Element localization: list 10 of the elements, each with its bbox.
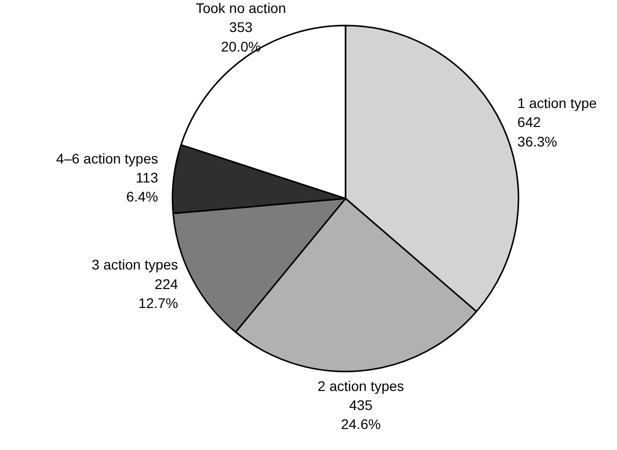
- slice-label: 2 action types: [318, 378, 404, 394]
- slice-label: 3 action types: [92, 256, 178, 273]
- data-label: 435 24.6%: [340, 396, 381, 432]
- slice-label: Took no action: [196, 0, 286, 16]
- slice-label: 1 action type: [517, 94, 598, 111]
- data-label: 224 12.7%: [138, 276, 178, 312]
- data-label: 353 20.0%: [221, 19, 261, 54]
- slice-label: 4–6 action types: [56, 150, 158, 166]
- data-label: 113 6.4%: [126, 170, 158, 205]
- data-label: 642 36.3%: [517, 114, 558, 150]
